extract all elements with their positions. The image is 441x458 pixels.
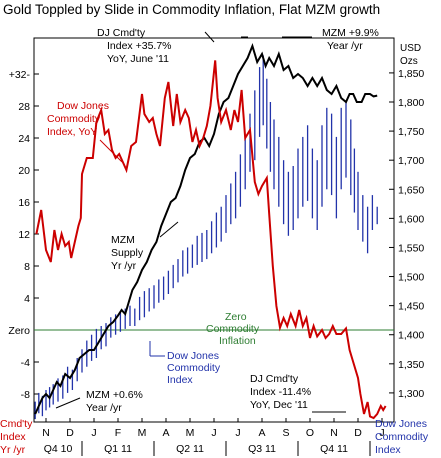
right-axis-unit-ozs: Ozs bbox=[400, 56, 418, 67]
annotation-dj-index-line1: Dow Jones bbox=[167, 350, 219, 362]
right-tick-label: 1,700 bbox=[398, 155, 424, 167]
month-label: J bbox=[235, 427, 240, 439]
quarter-label: Q1 11 bbox=[104, 443, 132, 455]
left-tick-label: -8 bbox=[21, 389, 30, 401]
month-label: D bbox=[354, 427, 362, 439]
left-tick-label: 4 bbox=[24, 293, 30, 305]
annotation-dj-peak-line2: Index +35.7% bbox=[107, 40, 172, 52]
left-tick-label: 28 bbox=[18, 101, 30, 113]
annotation-mzm-supply-line1: MZM bbox=[111, 234, 135, 246]
annotation-dj-low-line3: YoY, Dec '11 bbox=[250, 399, 308, 411]
month-label: M bbox=[138, 427, 147, 439]
annotation-dj-yoy-line2: Commodity bbox=[47, 113, 101, 125]
right-axis-unit-usd: USD bbox=[400, 43, 421, 54]
annotation-zero-line3: Inflation bbox=[219, 335, 256, 347]
annotation-dj-index-line3: Index bbox=[167, 374, 193, 386]
quarter-label: Q2 11 bbox=[176, 443, 204, 455]
annotation-mzm-low-line1: MZM +0.6% bbox=[86, 389, 143, 401]
annotation-zero-line2: Commodity bbox=[206, 323, 260, 335]
left-axis: +32- 28 24 20 16 12 8 4 Zero -4 -8 bbox=[8, 69, 39, 401]
annotation-mzm-supply-line3: Yr /yr bbox=[111, 260, 137, 272]
month-label: O bbox=[306, 427, 314, 439]
annotation-mzm-peak-line1: MZM +9.9% bbox=[322, 27, 379, 39]
month-label: N bbox=[42, 427, 50, 439]
month-label: J bbox=[379, 427, 384, 439]
left-axis-label-line2: Index bbox=[0, 431, 26, 443]
left-tick-label: -4 bbox=[21, 357, 30, 369]
right-axis-label-line3: Index bbox=[375, 444, 401, 456]
chart-title: Gold Toppled by Slide in Commodity Infla… bbox=[3, 2, 380, 17]
annotation-dj-low-line1: DJ Cmd'ty bbox=[250, 373, 299, 385]
left-tick-label: 12 bbox=[18, 229, 30, 241]
annotation-dj-index-line2: Commodity bbox=[167, 362, 221, 374]
left-tick-label: 8 bbox=[24, 261, 30, 273]
mzm-supply-series bbox=[34, 42, 378, 415]
annotation-dj-low-line2: Index -11.4% bbox=[250, 386, 311, 398]
annotation-mzm-supply-pointer bbox=[159, 221, 179, 238]
annotation-mzm-low-line2: Year /yr bbox=[86, 402, 122, 414]
month-label: J bbox=[211, 427, 216, 439]
bottom-axis: N D J F M A M J J A S O N D J Q4 10 Q1 11 Q2 11 Q3 11 Q4 11 bbox=[42, 418, 385, 456]
month-label: S bbox=[282, 427, 289, 439]
month-label: J bbox=[91, 427, 96, 439]
gold-price-series bbox=[34, 55, 378, 420]
right-tick-label: 1,600 bbox=[398, 213, 424, 225]
quarter-label: Q4 11 bbox=[320, 443, 348, 455]
month-label: A bbox=[162, 427, 169, 439]
annotation-zero-line1: Zero bbox=[225, 311, 247, 323]
left-tick-label: 20 bbox=[18, 165, 30, 177]
left-axis-label-line3: Yr /yr bbox=[0, 444, 26, 456]
annotation-mzm-peak-line2: Year /yr bbox=[327, 40, 363, 52]
right-tick-label: 1,350 bbox=[398, 359, 424, 371]
month-label: A bbox=[258, 427, 265, 439]
dow-jones-commodity-series bbox=[35, 60, 387, 420]
annotation-dj-peak-line3: YoY, June '11 bbox=[107, 53, 169, 65]
right-tick-label: 1,550 bbox=[398, 242, 424, 254]
right-tick-label: 1,500 bbox=[398, 272, 424, 284]
quarter-label: Q3 11 bbox=[248, 443, 276, 455]
right-axis-label-line1: Dow Jones bbox=[375, 418, 427, 430]
quarter-label: Q4 10 bbox=[44, 443, 73, 455]
annotation-dj-yoy-line3: Index, YoY bbox=[47, 126, 97, 138]
right-tick-label: 1,400 bbox=[398, 330, 424, 342]
month-label: M bbox=[186, 427, 195, 439]
left-axis-label-line1: Cmd'ty bbox=[0, 418, 33, 430]
annotation-dj-peak-line1: DJ Cmd'ty bbox=[97, 27, 146, 39]
left-tick-label: Zero bbox=[8, 325, 30, 337]
right-tick-label: 1,800 bbox=[398, 97, 424, 109]
right-tick-label: 1,850 bbox=[398, 68, 424, 80]
right-tick-label: 1,750 bbox=[398, 126, 424, 138]
left-tick-label: +32- bbox=[9, 69, 31, 81]
right-axis-label-line2: Commodity bbox=[375, 431, 429, 443]
left-tick-label: 24 bbox=[18, 133, 30, 145]
right-tick-label: 1,450 bbox=[398, 301, 424, 313]
left-tick-label: 16 bbox=[18, 197, 30, 209]
annotation-dj-peak-pointer bbox=[204, 31, 215, 43]
month-label: F bbox=[115, 427, 121, 439]
annotation-dj-yoy-pointer bbox=[99, 139, 123, 163]
right-tick-label: 1,650 bbox=[398, 184, 424, 196]
right-axis: 1,850 1,800 1,750 1,700 1,650 1,600 1,550 1,500… bbox=[389, 68, 424, 400]
annotation-mzm-low-pointer bbox=[55, 397, 81, 409]
annotation-mzm-supply-line2: Supply bbox=[111, 247, 144, 259]
right-tick-label: 1,300 bbox=[398, 388, 424, 400]
annotation-dj-yoy-line1: Dow Jones bbox=[57, 100, 109, 112]
month-label: N bbox=[330, 427, 338, 439]
month-label: D bbox=[66, 427, 74, 439]
